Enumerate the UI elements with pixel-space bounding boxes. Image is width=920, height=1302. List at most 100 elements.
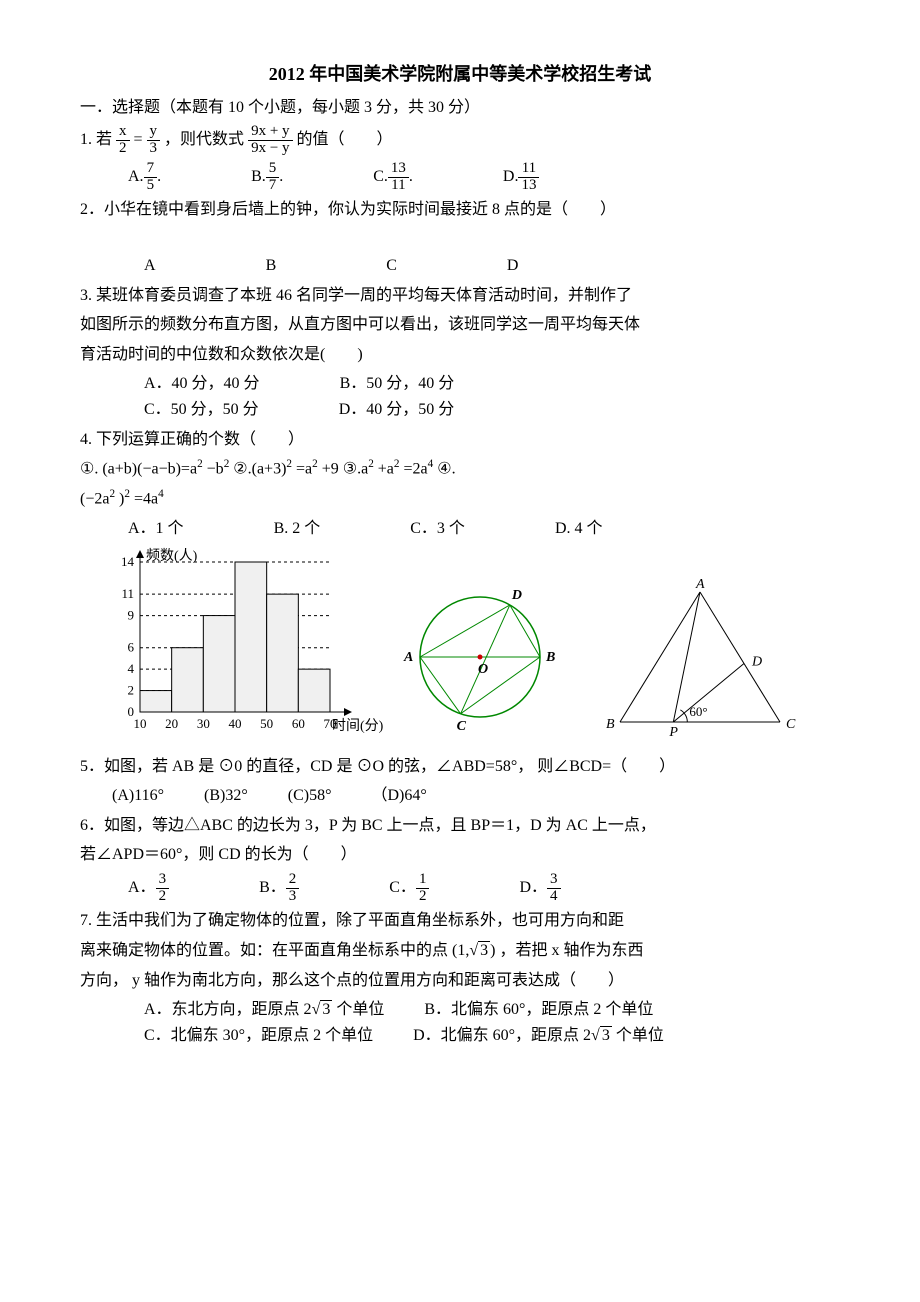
rad: 3 (600, 1026, 612, 1044)
num: 11 (518, 161, 539, 178)
q1-text: 1. 若 (80, 131, 112, 148)
q2-opt-a: A (144, 253, 156, 279)
num: x (116, 124, 130, 141)
t: ，若把 x 轴作为东西 (499, 942, 643, 959)
q7-opt-c: C．北偏东 30°，距原点 2 个单位 (144, 1023, 373, 1049)
t: 个单位 (612, 1027, 664, 1044)
label: C. (373, 168, 388, 185)
t: =2a (404, 460, 428, 477)
circle-figure: ABCDO (390, 572, 570, 742)
svg-text:50: 50 (260, 716, 273, 731)
q3-opt-d: D．40 分，50 分 (339, 397, 455, 423)
label: D． (519, 879, 547, 896)
q2-opt-d: D (507, 253, 519, 279)
t: D．北偏东 60°，距原点 2 (413, 1027, 591, 1044)
num: 7 (144, 161, 158, 178)
svg-text:60°: 60° (689, 704, 707, 719)
den: 5 (144, 178, 158, 194)
den: 4 (547, 889, 561, 905)
t: =4a (134, 490, 158, 507)
num: 3 (547, 872, 561, 889)
question-1: 1. 若 x2 = y3 ，则代数式 9x + y9x − y 的值（ ） (80, 124, 840, 157)
svg-text:O: O (478, 662, 488, 677)
q7-opt-b: B．北偏东 60°，距原点 2 个单位 (424, 997, 653, 1023)
den: 2 (416, 889, 430, 905)
svg-text:10: 10 (134, 716, 147, 731)
histogram: 02469111410203040506070频数(人)时间(分) (100, 552, 360, 742)
label: D. (503, 168, 519, 185)
q2-options: A B C D (80, 253, 840, 279)
q4-line3: (−2a2 )2 =4a4 (80, 486, 840, 512)
num: 9x + y (248, 124, 292, 141)
q3-opt-b: B．50 分，40 分 (340, 371, 455, 397)
sqrt-icon: √3 (312, 997, 333, 1023)
q4-opt-d: D. 4 个 (555, 516, 603, 542)
svg-text:C: C (786, 717, 796, 732)
q2-opt-b: B (266, 253, 277, 279)
svg-text:B: B (545, 650, 555, 665)
svg-text:D: D (511, 588, 522, 603)
t: ) (490, 942, 495, 959)
q1-options: A.75. B.57. C.1311. D.1113 (80, 161, 840, 194)
question-2: 2．小华在镜中看到身后墙上的钟，你认为实际时间最接近 8 点的是（ ） (80, 197, 840, 223)
q4-opt-c: C．3 个 (410, 516, 465, 542)
frac-y3: y3 (147, 124, 161, 157)
question-5: 5．如图，若 AB 是 ⊙0 的直径，CD 是 ⊙O 的弦，∠ABD=58°， … (80, 754, 840, 780)
den: 2 (156, 889, 170, 905)
rad: 3 (320, 1000, 332, 1018)
svg-text:40: 40 (229, 716, 242, 731)
q4-options: A．1 个 B. 2 个 C．3 个 D. 4 个 (80, 516, 840, 542)
period: . (279, 168, 283, 185)
q5-opt-b: (B)32° (204, 783, 248, 809)
q1-opt-a: A.75. (128, 161, 161, 194)
rad: 3 (478, 941, 490, 959)
t: +9 ③.a (322, 460, 368, 477)
svg-text:D: D (751, 654, 762, 669)
num: 1 (416, 872, 430, 889)
svg-text:时间(分): 时间(分) (332, 718, 384, 734)
t: =a (296, 460, 312, 477)
den: 7 (266, 178, 280, 194)
q7-opt-d: D．北偏东 60°，距原点 2√3 个单位 (413, 1023, 664, 1049)
num: 2 (286, 872, 300, 889)
q3-options-row1: A．40 分，40 分 B．50 分，40 分 (80, 371, 840, 397)
svg-text:11: 11 (121, 586, 134, 601)
question-7-l2: 离来确定物体的位置。如：在平面直角坐标系中的点 (1,√3) ，若把 x 轴作为… (80, 938, 840, 964)
den: 2 (116, 141, 130, 157)
label: B． (259, 879, 286, 896)
q1-opt-d: D.1113 (503, 161, 540, 194)
num: 3 (156, 872, 170, 889)
period: . (157, 168, 161, 185)
eq: = (134, 131, 147, 148)
t: 个单位 (332, 1001, 384, 1018)
svg-text:B: B (606, 717, 615, 732)
num: 5 (266, 161, 280, 178)
t: −b (207, 460, 224, 477)
q7-options-row2: C．北偏东 30°，距原点 2 个单位 D．北偏东 60°，距原点 2√3 个单… (80, 1023, 840, 1049)
figures-row: 02469111410203040506070频数(人)时间(分) ABCDO … (100, 552, 840, 742)
den: 11 (388, 178, 409, 194)
q4-line2: ①. (a+b)(−a−b)=a2 −b2 ②.(a+3)2 =a2 +9 ③.… (80, 456, 840, 482)
den: 9x − y (248, 141, 292, 157)
section-heading: 一．选择题（本题有 10 个小题，每小题 3 分，共 30 分） (80, 95, 840, 121)
svg-text:频数(人): 频数(人) (146, 548, 198, 564)
q5-opt-a: (A)116° (112, 783, 164, 809)
sqrt-icon: √3 (469, 938, 490, 964)
svg-text:60: 60 (292, 716, 305, 731)
q3-opt-a: A．40 分，40 分 (144, 371, 260, 397)
svg-text:6: 6 (128, 639, 135, 654)
q1-text: ，则代数式 (164, 131, 244, 148)
sqrt-icon: √3 (591, 1023, 612, 1049)
question-3-l1: 3. 某班体育委员调查了本班 46 名同学一周的平均每天体育活动时间，并制作了 (80, 283, 840, 309)
svg-text:A: A (695, 577, 705, 592)
label: A. (128, 168, 144, 185)
q3-opt-c: C．50 分，50 分 (144, 397, 259, 423)
svg-text:4: 4 (128, 661, 135, 676)
triangle-figure: ABCDP60° (600, 582, 800, 742)
t: 1, (457, 942, 469, 959)
q2-opt-c: C (386, 253, 397, 279)
question-3-l3: 育活动时间的中位数和众数依次是( ) (80, 342, 840, 368)
question-7-l3: 方向， y 轴作为南北方向，那么这个点的位置用方向和距离可表达成（ ） (80, 968, 840, 994)
question-3-l2: 如图所示的频数分布直方图，从直方图中可以看出，该班同学这一周平均每天体 (80, 312, 840, 338)
t: ④. (437, 460, 455, 477)
